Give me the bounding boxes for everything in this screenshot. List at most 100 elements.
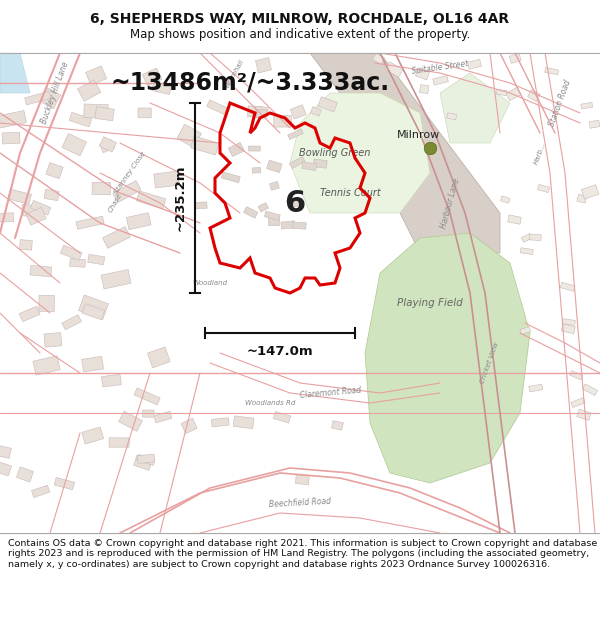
Polygon shape	[287, 129, 304, 139]
Polygon shape	[134, 388, 160, 405]
Polygon shape	[561, 324, 575, 334]
Polygon shape	[581, 102, 593, 109]
Polygon shape	[0, 460, 11, 476]
Text: Suitable Street: Suitable Street	[411, 59, 469, 76]
Polygon shape	[154, 411, 172, 423]
Polygon shape	[2, 132, 20, 144]
Polygon shape	[137, 454, 155, 464]
Polygon shape	[152, 83, 171, 94]
Text: Chase: Chase	[107, 192, 123, 214]
Polygon shape	[95, 107, 114, 121]
Polygon shape	[61, 245, 82, 261]
Text: Station Road: Station Road	[547, 79, 572, 128]
Polygon shape	[545, 68, 559, 75]
Polygon shape	[289, 157, 305, 169]
Polygon shape	[86, 66, 107, 85]
Polygon shape	[39, 295, 55, 311]
Polygon shape	[177, 124, 202, 148]
Polygon shape	[506, 88, 521, 101]
Polygon shape	[255, 106, 268, 116]
Polygon shape	[508, 215, 521, 224]
Polygon shape	[248, 106, 263, 118]
Polygon shape	[0, 111, 26, 128]
Text: Contains OS data © Crown copyright and database right 2021. This information is : Contains OS data © Crown copyright and d…	[8, 539, 597, 569]
Polygon shape	[76, 216, 104, 229]
Polygon shape	[46, 162, 63, 179]
Polygon shape	[211, 418, 229, 427]
Polygon shape	[8, 189, 31, 204]
Polygon shape	[440, 73, 510, 143]
Polygon shape	[109, 438, 129, 447]
Text: ~147.0m: ~147.0m	[247, 345, 313, 358]
Polygon shape	[101, 374, 121, 387]
Polygon shape	[258, 202, 268, 212]
Polygon shape	[100, 137, 116, 152]
Text: Map shows position and indicative extent of the property.: Map shows position and indicative extent…	[130, 28, 470, 41]
Polygon shape	[43, 89, 58, 102]
Polygon shape	[529, 384, 542, 392]
Polygon shape	[467, 59, 481, 69]
Text: Claremont Road: Claremont Road	[299, 386, 361, 400]
Polygon shape	[365, 233, 530, 483]
Polygon shape	[137, 454, 155, 466]
Polygon shape	[134, 455, 152, 471]
Text: Milnrow: Milnrow	[397, 130, 440, 140]
Polygon shape	[138, 108, 151, 118]
Polygon shape	[302, 162, 317, 171]
Text: Cricket View: Cricket View	[480, 341, 500, 384]
Polygon shape	[84, 104, 108, 118]
Text: 6, SHEPHERDS WAY, MILNROW, ROCHDALE, OL16 4AR: 6, SHEPHERDS WAY, MILNROW, ROCHDALE, OL1…	[91, 12, 509, 26]
Polygon shape	[447, 112, 457, 120]
Polygon shape	[31, 201, 51, 215]
Polygon shape	[290, 93, 430, 213]
Polygon shape	[331, 421, 343, 430]
Polygon shape	[88, 254, 105, 265]
Polygon shape	[496, 89, 507, 96]
Polygon shape	[266, 160, 282, 172]
Polygon shape	[310, 53, 500, 253]
Polygon shape	[310, 107, 322, 116]
Polygon shape	[31, 485, 50, 498]
Text: Woodlands Rd: Woodlands Rd	[245, 400, 295, 406]
Polygon shape	[127, 213, 151, 229]
Polygon shape	[195, 202, 207, 209]
Polygon shape	[290, 105, 306, 119]
Polygon shape	[265, 211, 280, 221]
Polygon shape	[538, 184, 550, 192]
Polygon shape	[520, 248, 533, 254]
Polygon shape	[287, 198, 299, 209]
Polygon shape	[191, 136, 219, 155]
Text: ~13486m²/~3.333ac.: ~13486m²/~3.333ac.	[110, 71, 389, 95]
Polygon shape	[252, 168, 261, 173]
Polygon shape	[583, 384, 598, 396]
Polygon shape	[119, 411, 142, 431]
Polygon shape	[560, 282, 575, 291]
Polygon shape	[385, 62, 403, 78]
Polygon shape	[318, 97, 337, 112]
Polygon shape	[244, 207, 258, 218]
Polygon shape	[82, 304, 104, 320]
Polygon shape	[26, 208, 46, 225]
Polygon shape	[136, 191, 166, 209]
Polygon shape	[20, 239, 32, 250]
Text: 6: 6	[284, 189, 305, 218]
Polygon shape	[292, 222, 306, 229]
Polygon shape	[33, 356, 60, 375]
Polygon shape	[101, 269, 131, 289]
Polygon shape	[500, 196, 510, 203]
Polygon shape	[569, 371, 583, 380]
Polygon shape	[419, 84, 429, 94]
Polygon shape	[562, 319, 575, 326]
Polygon shape	[521, 234, 532, 242]
Polygon shape	[416, 68, 430, 80]
Polygon shape	[16, 467, 34, 482]
Polygon shape	[281, 221, 295, 229]
Polygon shape	[581, 185, 599, 199]
Polygon shape	[433, 76, 448, 85]
Polygon shape	[79, 295, 109, 319]
Polygon shape	[273, 411, 291, 423]
Polygon shape	[529, 234, 541, 241]
Polygon shape	[0, 53, 30, 93]
Polygon shape	[44, 332, 62, 347]
Polygon shape	[520, 327, 530, 334]
